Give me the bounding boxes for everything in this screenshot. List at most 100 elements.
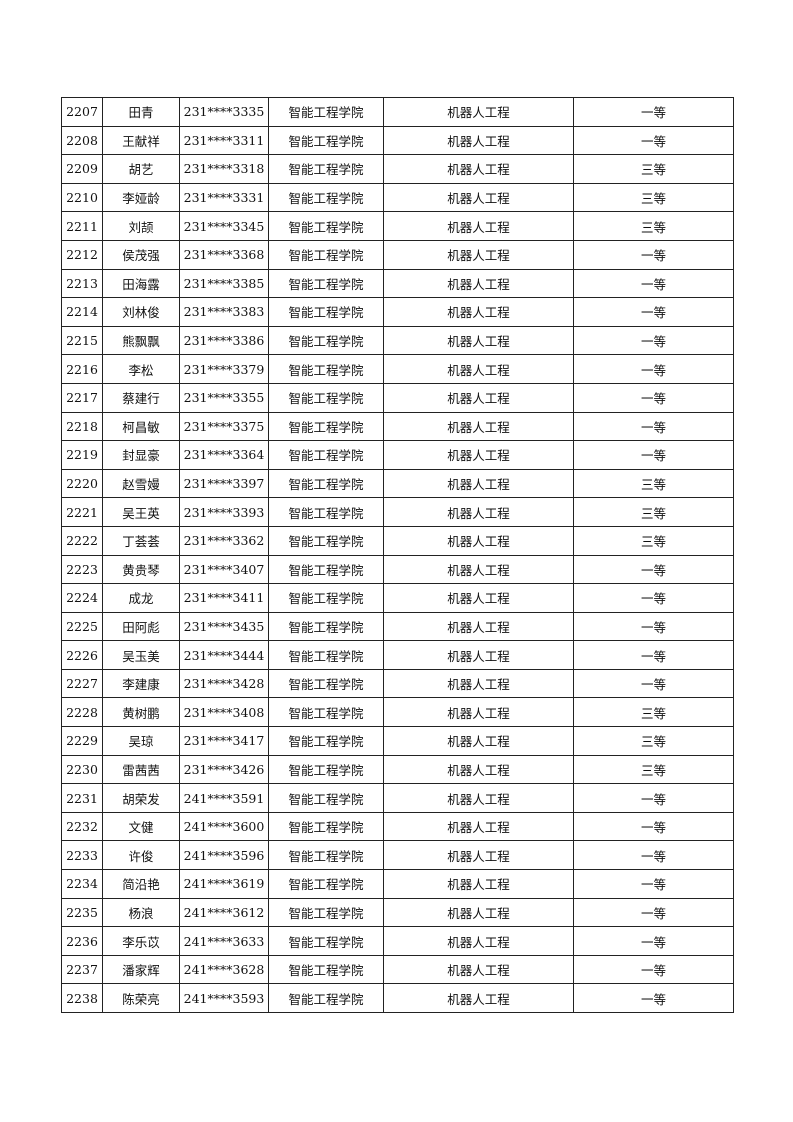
- student-name-cell: 刘林俊: [102, 297, 180, 327]
- student-id-cell: 241****3619: [179, 869, 269, 899]
- table-row: 2211 刘颉 231****3345 智能工程学院 机器人工程 三等: [61, 211, 734, 241]
- award-level-cell: 一等: [573, 840, 734, 871]
- major-cell: 机器人工程: [383, 154, 574, 184]
- award-level-cell: 三等: [573, 754, 734, 785]
- student-name-cell: 刘颉: [102, 211, 180, 241]
- award-level-cell: 一等: [573, 983, 734, 1013]
- college-cell: 智能工程学院: [268, 640, 384, 670]
- college-cell: 智能工程学院: [268, 182, 384, 213]
- college-cell: 智能工程学院: [268, 325, 384, 356]
- row-number-cell: 2222: [61, 525, 103, 556]
- major-cell: 机器人工程: [383, 811, 574, 842]
- student-name-cell: 李松: [102, 354, 180, 384]
- major-cell: 机器人工程: [383, 926, 574, 956]
- award-level-cell: 一等: [573, 411, 734, 442]
- college-cell: 智能工程学院: [268, 811, 384, 842]
- table-row: 2207 田青 231****3335 智能工程学院 机器人工程 一等: [61, 97, 734, 127]
- college-cell: 智能工程学院: [268, 840, 384, 871]
- student-name-cell: 田青: [102, 97, 180, 127]
- student-name-cell: 熊飘飘: [102, 325, 180, 356]
- row-number-cell: 2233: [61, 840, 103, 871]
- award-level-cell: 一等: [573, 583, 734, 613]
- student-name-cell: 封显豪: [102, 440, 180, 470]
- table-row: 2222 丁荟荟 231****3362 智能工程学院 机器人工程 三等: [61, 525, 734, 556]
- major-cell: 机器人工程: [383, 125, 574, 156]
- table-row: 2221 吴王英 231****3393 智能工程学院 机器人工程 三等: [61, 497, 734, 527]
- award-level-cell: 三等: [573, 497, 734, 527]
- student-id-cell: 231****3397: [179, 468, 269, 499]
- award-level-cell: 一等: [573, 268, 734, 299]
- row-number-cell: 2225: [61, 611, 103, 642]
- row-number-cell: 2232: [61, 811, 103, 842]
- row-number-cell: 2228: [61, 697, 103, 728]
- student-id-cell: 231****3386: [179, 325, 269, 356]
- student-name-cell: 黄贵琴: [102, 554, 180, 585]
- college-cell: 智能工程学院: [268, 869, 384, 899]
- college-cell: 智能工程学院: [268, 97, 384, 127]
- row-number-cell: 2234: [61, 869, 103, 899]
- award-level-cell: 一等: [573, 382, 734, 413]
- award-level-cell: 一等: [573, 668, 734, 699]
- major-cell: 机器人工程: [383, 297, 574, 327]
- student-name-cell: 李建康: [102, 668, 180, 699]
- college-cell: 智能工程学院: [268, 154, 384, 184]
- college-cell: 智能工程学院: [268, 297, 384, 327]
- major-cell: 机器人工程: [383, 354, 574, 384]
- table-row: 2208 王献祥 231****3311 智能工程学院 机器人工程 一等: [61, 125, 734, 156]
- award-level-cell: 一等: [573, 440, 734, 470]
- student-id-cell: 231****3411: [179, 583, 269, 613]
- student-id-cell: 231****3426: [179, 754, 269, 785]
- student-id-cell: 231****3383: [179, 297, 269, 327]
- award-level-cell: 三等: [573, 182, 734, 213]
- table-row: 2233 许俊 241****3596 智能工程学院 机器人工程 一等: [61, 840, 734, 871]
- college-cell: 智能工程学院: [268, 954, 384, 985]
- table-row: 2223 黄贵琴 231****3407 智能工程学院 机器人工程 一等: [61, 554, 734, 585]
- student-name-cell: 赵雪嫚: [102, 468, 180, 499]
- award-level-cell: 一等: [573, 897, 734, 928]
- college-cell: 智能工程学院: [268, 611, 384, 642]
- table-row: 2230 雷茜茜 231****3426 智能工程学院 机器人工程 三等: [61, 754, 734, 785]
- student-id-cell: 231****3385: [179, 268, 269, 299]
- college-cell: 智能工程学院: [268, 554, 384, 585]
- student-name-cell: 吴玉美: [102, 640, 180, 670]
- row-number-cell: 2217: [61, 382, 103, 413]
- row-number-cell: 2224: [61, 583, 103, 613]
- major-cell: 机器人工程: [383, 468, 574, 499]
- student-id-cell: 231****3379: [179, 354, 269, 384]
- college-cell: 智能工程学院: [268, 583, 384, 613]
- major-cell: 机器人工程: [383, 525, 574, 556]
- student-id-cell: 231****3311: [179, 125, 269, 156]
- student-name-cell: 胡艺: [102, 154, 180, 184]
- row-number-cell: 2226: [61, 640, 103, 670]
- table-row: 2210 李娅龄 231****3331 智能工程学院 机器人工程 三等: [61, 182, 734, 213]
- row-number-cell: 2215: [61, 325, 103, 356]
- row-number-cell: 2231: [61, 783, 103, 813]
- student-id-cell: 231****3331: [179, 182, 269, 213]
- award-level-cell: 一等: [573, 611, 734, 642]
- student-id-cell: 231****3364: [179, 440, 269, 470]
- table-row: 2225 田阿彪 231****3435 智能工程学院 机器人工程 一等: [61, 611, 734, 642]
- row-number-cell: 2219: [61, 440, 103, 470]
- table-row: 2229 吴琼 231****3417 智能工程学院 机器人工程 三等: [61, 726, 734, 756]
- row-number-cell: 2235: [61, 897, 103, 928]
- row-number-cell: 2208: [61, 125, 103, 156]
- table-row: 2220 赵雪嫚 231****3397 智能工程学院 机器人工程 三等: [61, 468, 734, 499]
- student-id-cell: 231****3375: [179, 411, 269, 442]
- award-level-cell: 一等: [573, 783, 734, 813]
- table-row: 2226 吴玉美 231****3444 智能工程学院 机器人工程 一等: [61, 640, 734, 670]
- table-row: 2237 潘家辉 241****3628 智能工程学院 机器人工程 一等: [61, 954, 734, 985]
- student-name-cell: 潘家辉: [102, 954, 180, 985]
- student-name-cell: 李娅龄: [102, 182, 180, 213]
- college-cell: 智能工程学院: [268, 382, 384, 413]
- table-row: 2228 黄树鹏 231****3408 智能工程学院 机器人工程 三等: [61, 697, 734, 728]
- table-row: 2217 蔡建行 231****3355 智能工程学院 机器人工程 一等: [61, 382, 734, 413]
- student-id-cell: 241****3593: [179, 983, 269, 1013]
- college-cell: 智能工程学院: [268, 983, 384, 1013]
- college-cell: 智能工程学院: [268, 354, 384, 384]
- row-number-cell: 2227: [61, 668, 103, 699]
- table-row: 2224 成龙 231****3411 智能工程学院 机器人工程 一等: [61, 583, 734, 613]
- college-cell: 智能工程学院: [268, 440, 384, 470]
- college-cell: 智能工程学院: [268, 268, 384, 299]
- student-id-cell: 231****3362: [179, 525, 269, 556]
- student-name-cell: 柯昌敏: [102, 411, 180, 442]
